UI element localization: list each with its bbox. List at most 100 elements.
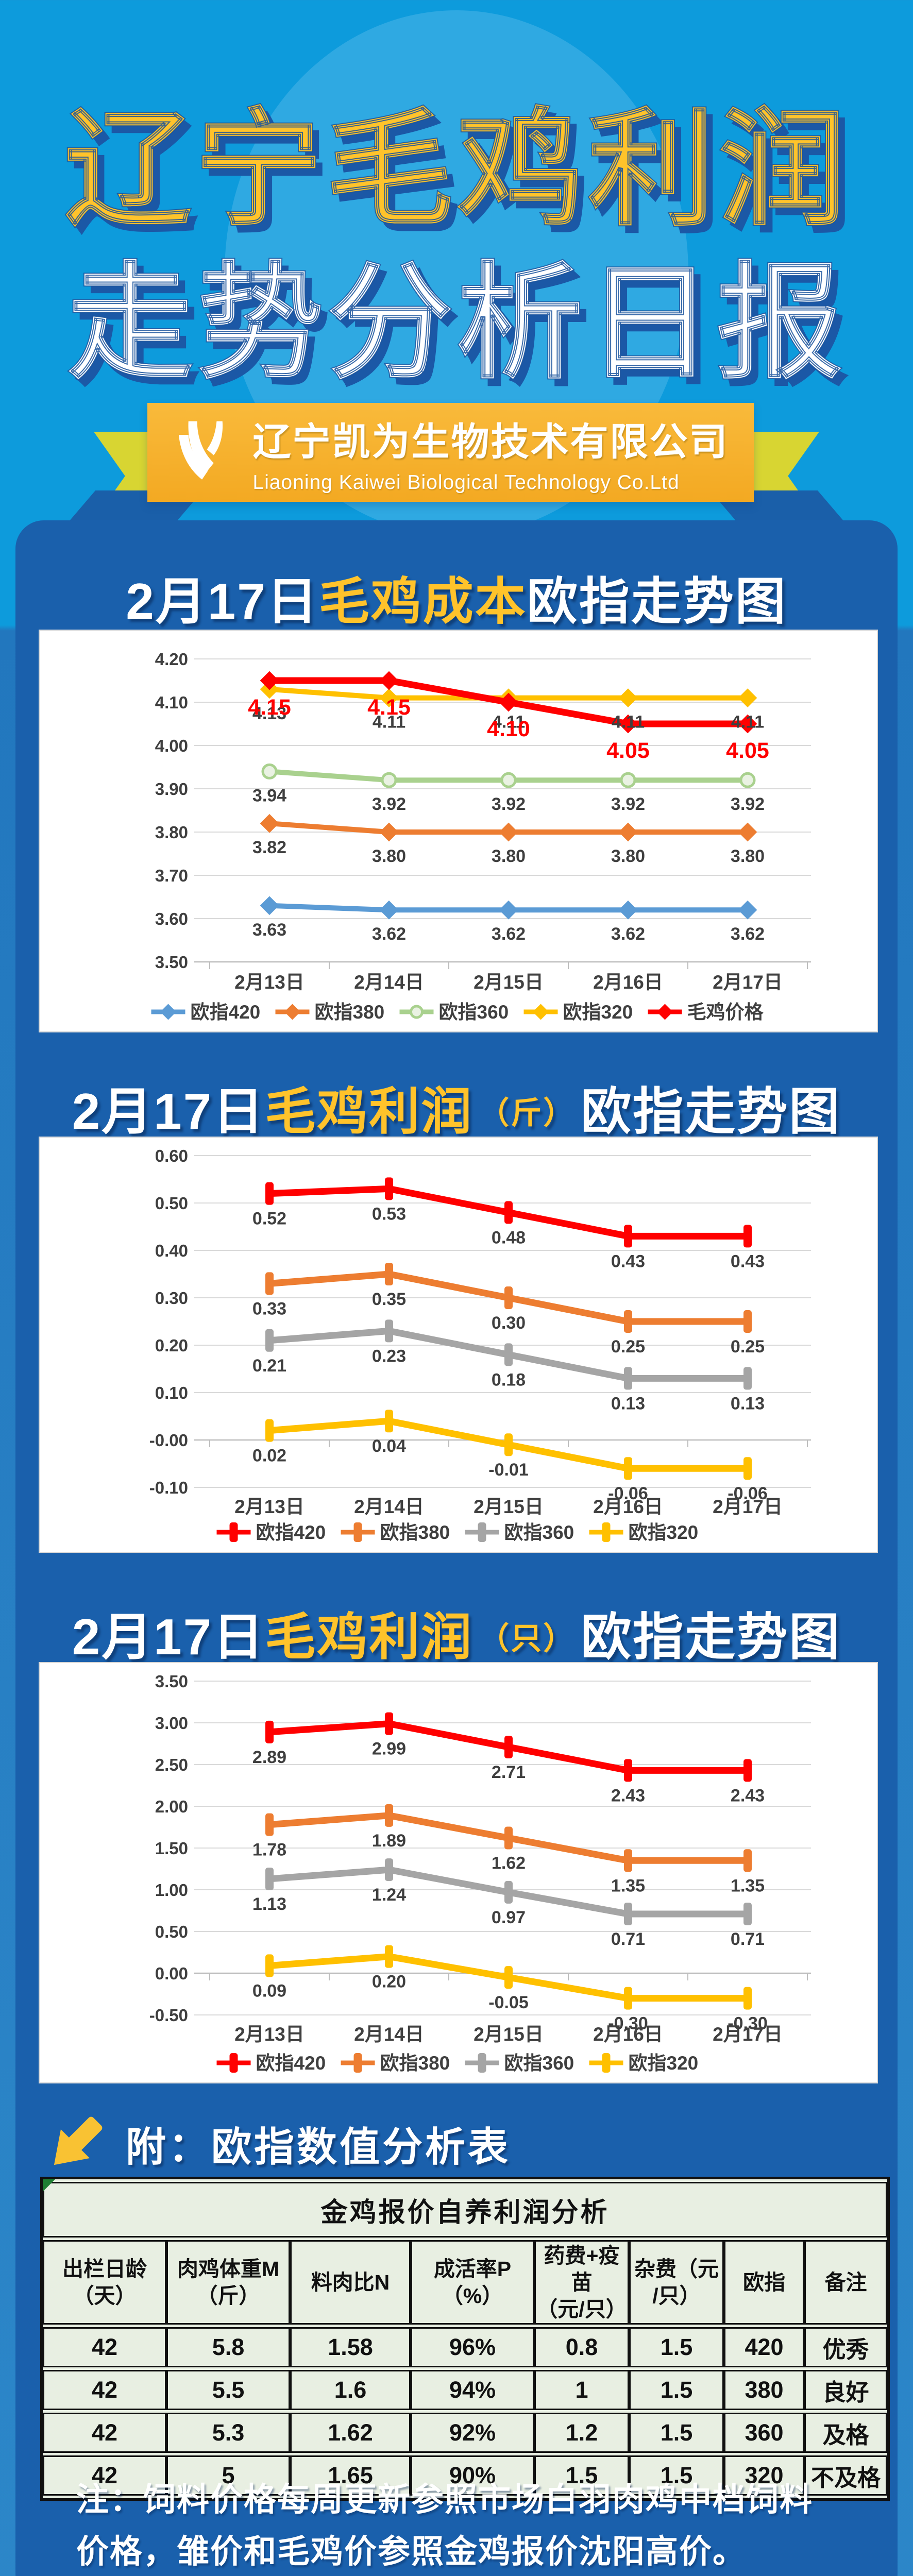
table-cell: 42 — [43, 2370, 166, 2410]
marker-circle — [620, 772, 636, 788]
data-label: 4.15 — [248, 695, 291, 720]
table-cell: 92% — [411, 2413, 534, 2453]
data-label: 3.62 — [731, 924, 765, 944]
data-label: 3.92 — [492, 794, 526, 814]
column-header: 备注 — [804, 2240, 888, 2325]
y-axis-label: 0.50 — [155, 1194, 188, 1213]
marker-diamond — [618, 688, 638, 707]
marker-vbar — [265, 1954, 274, 1977]
marker-circle — [261, 763, 278, 779]
data-label: 3.94 — [252, 786, 286, 805]
marker-diamond — [618, 900, 638, 920]
data-label: 1.13 — [252, 1894, 286, 1914]
data-label: 3.62 — [372, 924, 406, 944]
data-label: 2.43 — [731, 1786, 765, 1805]
y-axis-label: 3.90 — [155, 779, 188, 799]
labels-欧指420: 2.89 2.99 2.71 2.43 2.43 — [252, 1739, 765, 1806]
data-label: 1.24 — [372, 1885, 406, 1905]
footnote-line2: 价格，雏价和毛鸡价参照金鸡报价沈阳高价。 — [76, 2534, 746, 2570]
data-label: 2.89 — [252, 1748, 286, 1767]
marker-diamond — [379, 900, 399, 920]
data-label: 4.10 — [487, 717, 530, 741]
y-axis-label: 1.00 — [155, 1880, 188, 1900]
table-cell: 1.5 — [629, 2327, 724, 2367]
column-header: 成活率P （%） — [411, 2240, 534, 2325]
data-label: 2.43 — [611, 1786, 645, 1805]
marker-diamond — [656, 1004, 673, 1020]
data-label: 1.62 — [492, 1854, 526, 1873]
marker-vbar — [624, 1849, 632, 1872]
data-label: 3.92 — [731, 794, 765, 814]
labels-欧指360: 1.13 1.24 0.97 0.71 0.71 — [252, 1885, 765, 1949]
marker-vbar — [602, 1522, 611, 1542]
chart2-title: 2月17日毛鸡利润 （斤） 欧指走势图 — [15, 1071, 898, 1144]
table-cell: 5.5 — [166, 2370, 290, 2410]
marker-vbar — [353, 2053, 362, 2073]
data-label: 0.13 — [611, 1394, 645, 1413]
legend: 欧指420 欧指380 欧指360 欧指320 — [216, 1522, 699, 1543]
table-cell: 1.58 — [290, 2327, 411, 2367]
data-label: 0.21 — [252, 1356, 286, 1376]
chart3-card: 3.50 3.00 2.50 2.00 1.50 1.00 0.50 0.00 -0.50 2月1… — [39, 1662, 878, 2083]
table-cell: 0.8 — [534, 2327, 629, 2367]
marker-vbar — [265, 1813, 274, 1836]
column-header: 出栏日龄 （天） — [43, 2240, 166, 2325]
marker-circle — [500, 772, 517, 788]
footnote-line1: 注：饲料价格每周更新参照市场白羽肉鸡中档饲料 — [76, 2482, 813, 2518]
marker-vbar — [385, 1804, 393, 1827]
chart2-card: 0.60 0.50 0.40 0.30 0.20 0.10 -0.00 -0.10 2月13日 2… — [39, 1137, 878, 1553]
legend-label: 欧指320 — [629, 1522, 699, 1543]
marker-diamond — [738, 688, 757, 707]
data-label: -0.30 — [728, 2014, 768, 2033]
data-label: 0.71 — [611, 1929, 645, 1949]
table-cell: 1.62 — [290, 2413, 411, 2453]
labels-欧指360: 3.94 3.92 3.92 3.92 3.92 — [252, 786, 765, 814]
x-axis-labels: 2月13日 2月14日 2月15日 2月16日 2月17日 — [234, 1496, 783, 1517]
table-cell: 1.65 — [290, 2455, 411, 2496]
title-part: 欧指走势图 — [581, 1608, 841, 1665]
table-cell: 1.5 — [629, 2455, 724, 2496]
x-axis-label: 2月17日 — [713, 972, 783, 993]
marker-diamond — [379, 822, 399, 842]
x-axis-label: 2月17日 — [713, 1496, 783, 1517]
legend-label: 欧指420 — [256, 1522, 326, 1543]
marker-diamond — [738, 714, 757, 734]
marker-vbar — [478, 2053, 486, 2073]
x-axis-label: 2月15日 — [474, 1496, 544, 1517]
data-label: 0.48 — [492, 1228, 526, 1247]
legend-label: 欧指360 — [504, 1522, 574, 1543]
data-label: 0.20 — [372, 1972, 406, 1992]
data-label: 3.63 — [252, 920, 286, 940]
y-axis-label: 3.60 — [155, 909, 188, 928]
data-label: 0.25 — [611, 1337, 645, 1357]
chart1-card: 4.20 4.10 4.00 3.90 3.80 3.70 3.60 3.50 2月13日 2月1… — [39, 630, 878, 1032]
marker-diamond — [260, 671, 279, 690]
marker-vbar — [504, 1201, 513, 1224]
marker-vbar — [385, 1177, 393, 1200]
marker-vbar — [265, 1419, 274, 1442]
series-毛鸡价格 — [260, 671, 757, 734]
table-cell: 5.8 — [166, 2327, 290, 2367]
marker-diamond — [260, 814, 279, 833]
title-part: 毛鸡利润 — [265, 1608, 474, 1665]
x-axis-label: 2月16日 — [593, 1496, 663, 1517]
marker-vbar — [353, 1522, 362, 1542]
x-axis-label: 2月14日 — [354, 972, 424, 993]
y-axis-label: 0.40 — [155, 1241, 188, 1260]
table-cell: 420 — [724, 2327, 804, 2367]
legend-label: 欧指360 — [439, 1002, 509, 1023]
company-name-cn: 辽宁凯为生物技术有限公司 — [252, 420, 729, 463]
marker-vbar — [743, 1759, 752, 1782]
data-label: 0.35 — [372, 1290, 406, 1309]
labels-欧指320: 4.13 4.11 4.11 4.11 4.11 — [252, 704, 764, 732]
marker-diamond — [738, 900, 757, 920]
x-axis-labels: 2月13日 2月14日 2月15日 2月16日 2月17日 — [234, 2024, 783, 2045]
y-axis-label: 3.50 — [155, 1672, 188, 1691]
table-cell: 320 — [724, 2455, 804, 2496]
series-欧指420 — [265, 1177, 752, 1248]
data-label: -0.30 — [608, 2014, 648, 2033]
y-axis-label: 1.50 — [155, 1839, 188, 1858]
marker-diamond — [618, 714, 638, 734]
table-row: 42 5.8 1.58 96% 0.8 1.5 420 优秀 — [43, 2327, 888, 2367]
marker-vbar — [743, 1310, 752, 1333]
